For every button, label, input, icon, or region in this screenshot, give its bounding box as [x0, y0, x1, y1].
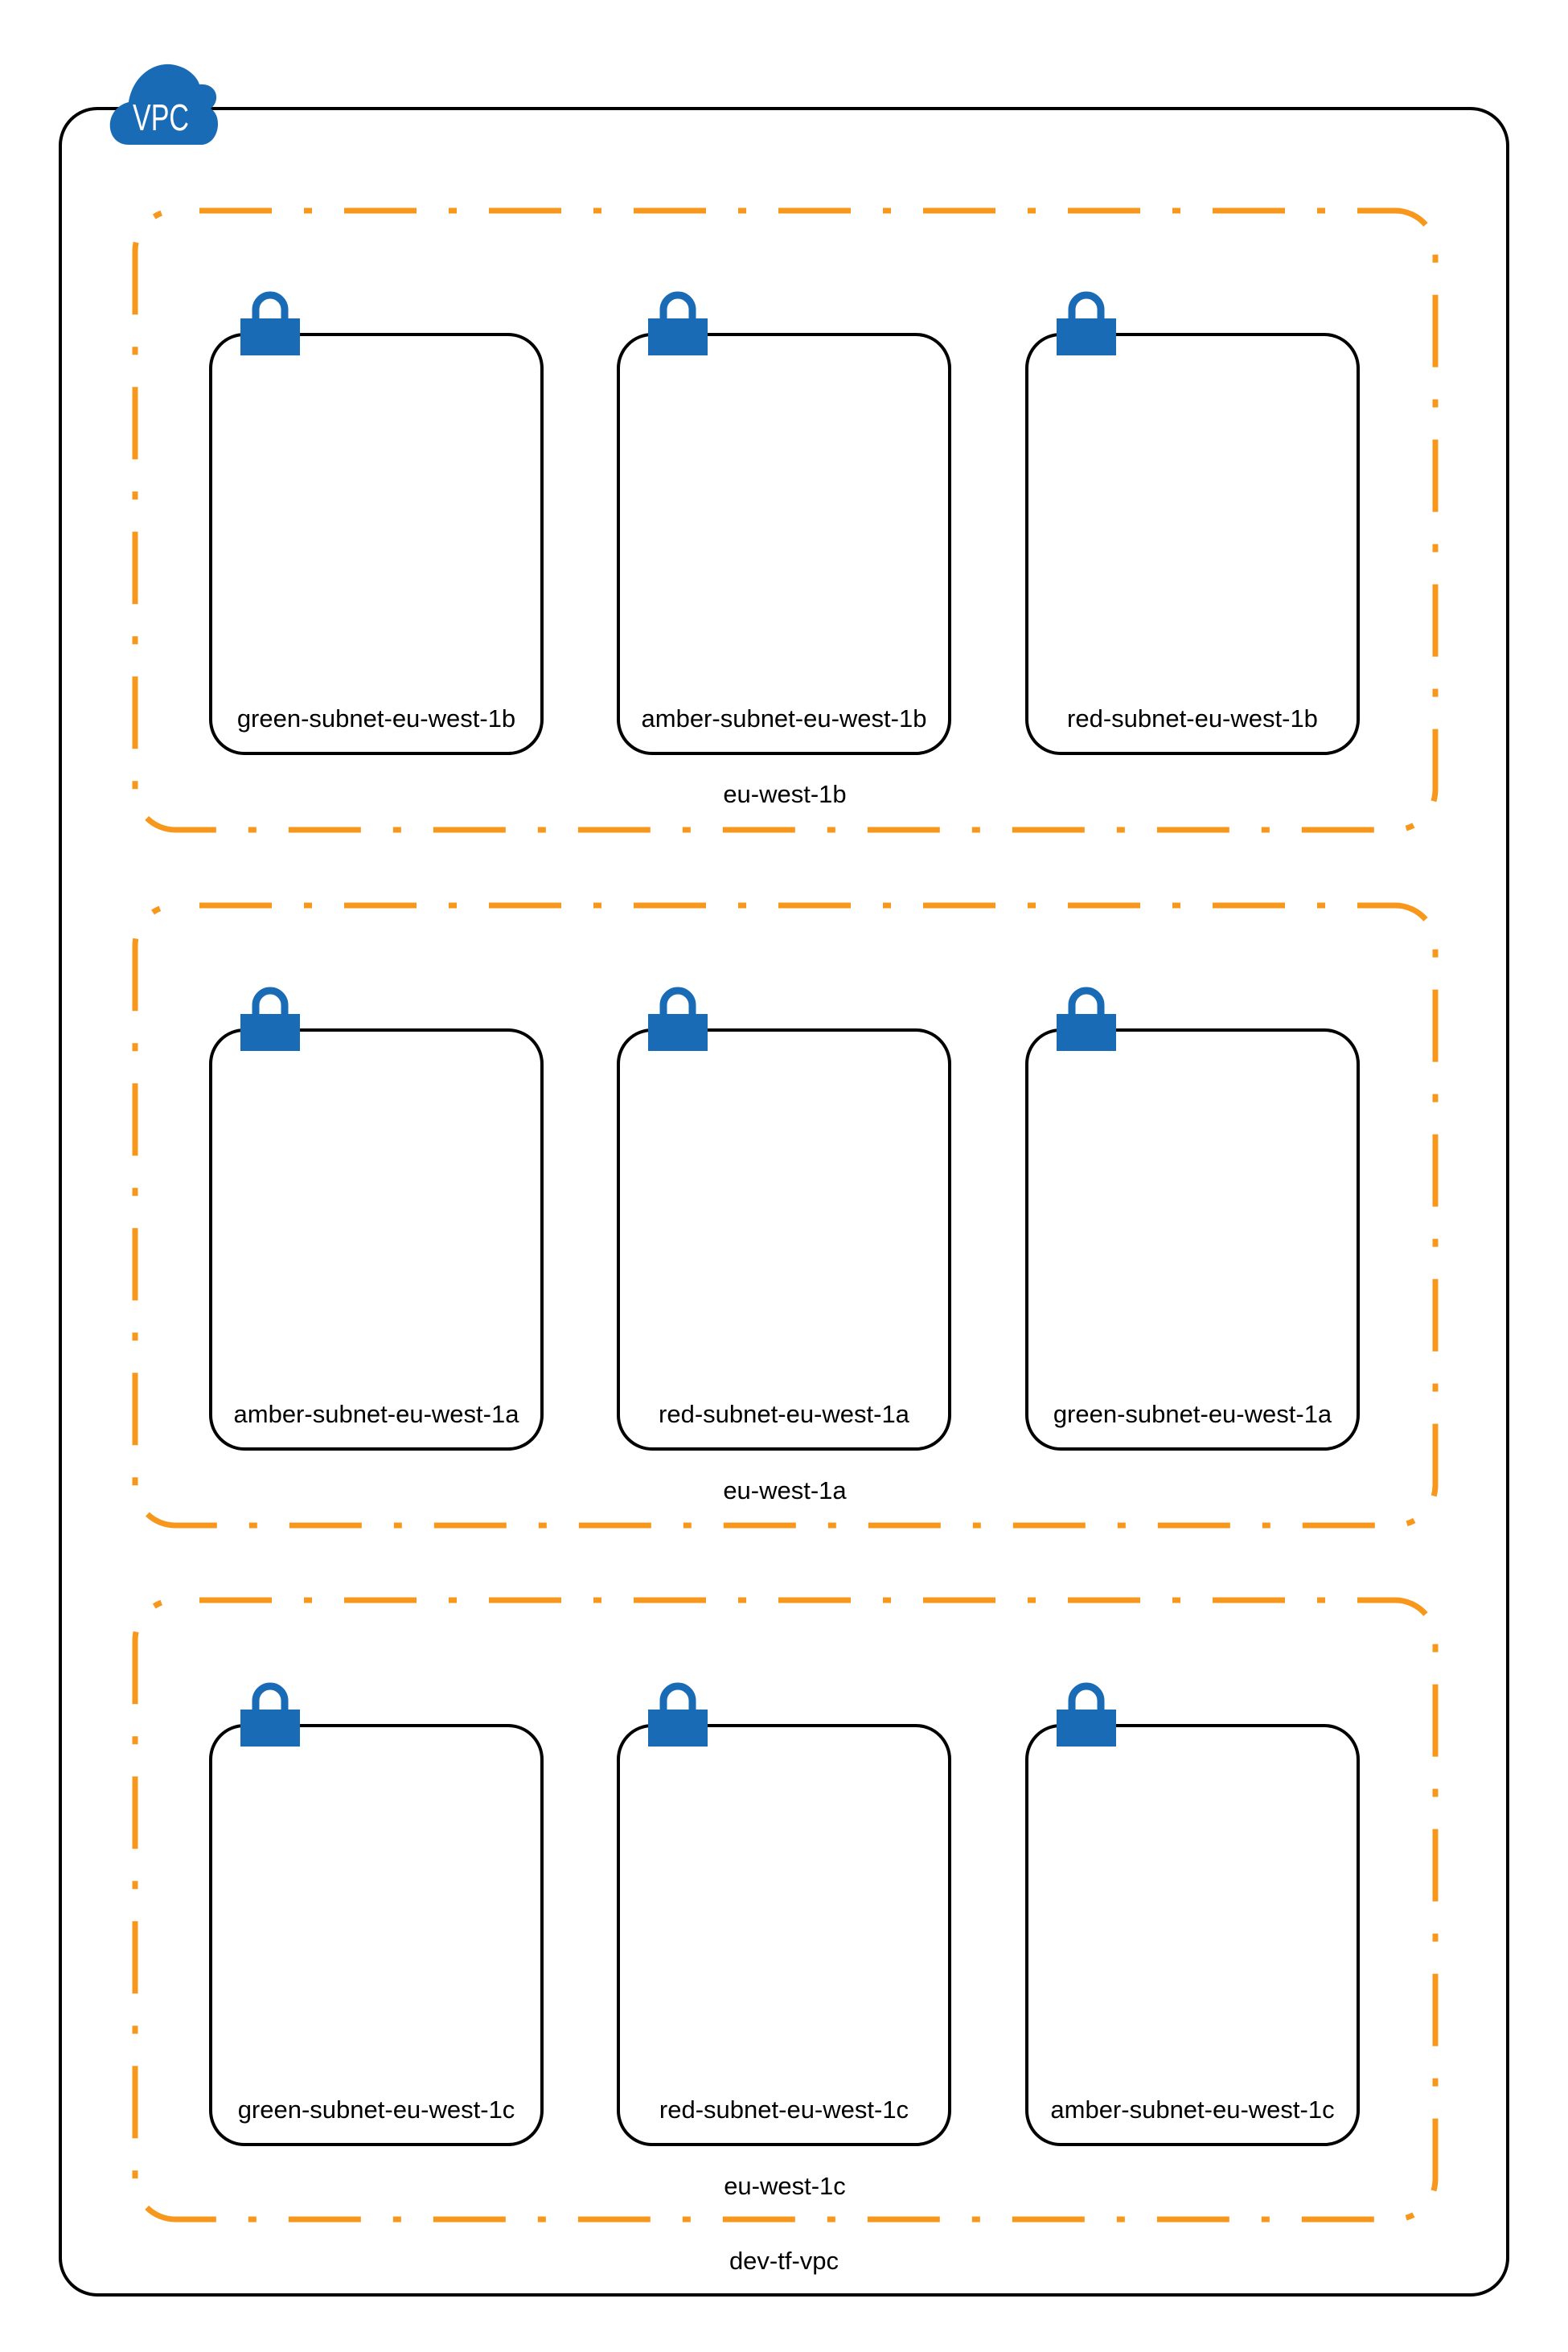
subnet: green-subnet-eu-west-1c — [209, 1682, 544, 2146]
subnet: amber-subnet-eu-west-1a — [209, 987, 544, 1451]
lock-icon — [648, 987, 708, 1051]
subnet-container — [1025, 333, 1360, 755]
availability-zone: eu-west-1b green-subnet-eu-west-1b amber… — [132, 207, 1439, 833]
subnet: red-subnet-eu-west-1b — [1025, 291, 1360, 755]
subnet-container — [617, 333, 951, 755]
lock-icon — [240, 987, 300, 1051]
lock-icon — [648, 291, 708, 355]
vpc-icon-label: VPC — [133, 96, 189, 138]
subnet-container — [209, 1028, 544, 1451]
az-container — [132, 1597, 1439, 2223]
lock-icon — [1057, 1682, 1116, 1747]
subnet: red-subnet-eu-west-1a — [617, 987, 951, 1451]
subnet-label: red-subnet-eu-west-1a — [659, 1400, 910, 1428]
az-container — [132, 207, 1439, 833]
subnet-label: green-subnet-eu-west-1c — [238, 2095, 515, 2124]
subnet: green-subnet-eu-west-1a — [1025, 987, 1360, 1451]
cloud-icon: VPC — [109, 64, 219, 145]
lock-icon — [240, 1682, 300, 1747]
subnet-container — [209, 333, 544, 755]
subnet-container — [209, 1724, 544, 2146]
subnet-label: amber-subnet-eu-west-1c — [1050, 2095, 1334, 2124]
subnet-label: amber-subnet-eu-west-1a — [234, 1400, 520, 1428]
subnet-container — [617, 1028, 951, 1451]
availability-zone: eu-west-1c green-subnet-eu-west-1c red-s… — [132, 1597, 1439, 2223]
vpc-container — [59, 107, 1509, 2297]
subnet: amber-subnet-eu-west-1c — [1025, 1682, 1360, 2146]
subnet: amber-subnet-eu-west-1b — [617, 291, 951, 755]
subnet-label: green-subnet-eu-west-1b — [237, 704, 515, 733]
subnet-container — [1025, 1724, 1360, 2146]
subnet-label: amber-subnet-eu-west-1b — [642, 704, 927, 733]
az-container — [132, 902, 1439, 1529]
az-label: eu-west-1c — [724, 2172, 846, 2200]
lock-icon — [240, 291, 300, 355]
az-label: eu-west-1b — [723, 780, 846, 808]
vpc-name: dev-tf-vpc — [729, 2247, 839, 2275]
availability-zone: eu-west-1a amber-subnet-eu-west-1a red-s… — [132, 902, 1439, 1529]
subnet-container — [617, 1724, 951, 2146]
subnet-container — [1025, 1028, 1360, 1451]
subnet-label: red-subnet-eu-west-1b — [1067, 704, 1318, 733]
subnet-label: green-subnet-eu-west-1a — [1053, 1400, 1332, 1428]
subnet-label: red-subnet-eu-west-1c — [659, 2095, 909, 2124]
lock-icon — [1057, 291, 1116, 355]
az-label: eu-west-1a — [723, 1476, 847, 1504]
lock-icon — [1057, 987, 1116, 1051]
subnet: green-subnet-eu-west-1b — [209, 291, 544, 755]
subnet: red-subnet-eu-west-1c — [617, 1682, 951, 2146]
lock-icon — [648, 1682, 708, 1747]
